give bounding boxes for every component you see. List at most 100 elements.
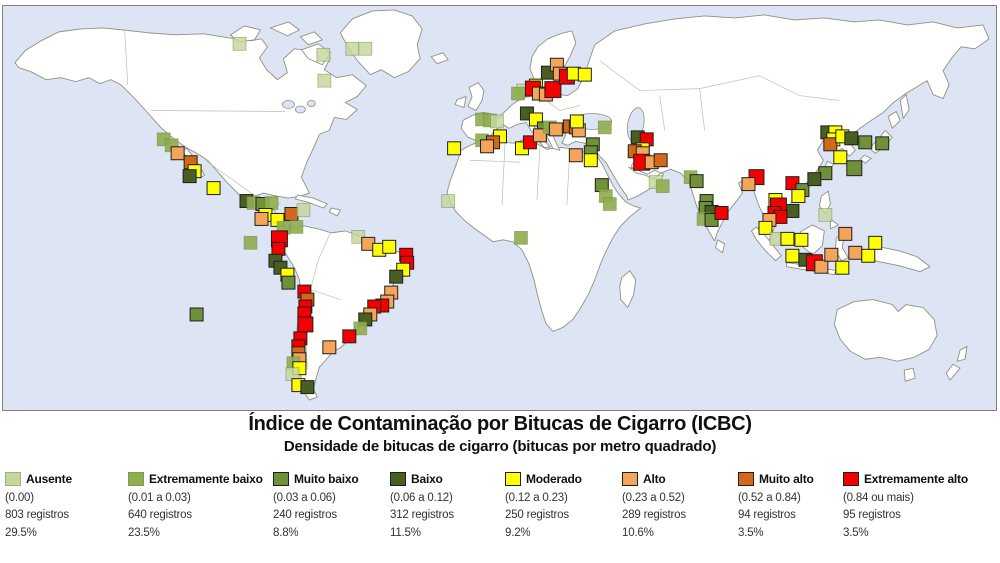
map-marker-extremamente-baixo [602, 197, 617, 211]
legend-item-header: Baixo [390, 471, 454, 486]
map-marker-moderado [868, 235, 883, 250]
continent-africa [446, 136, 642, 332]
map-marker-muito-baixo [689, 174, 704, 189]
new-zealand [945, 345, 968, 381]
tasmania [903, 367, 916, 382]
map-marker-muito-baixo [189, 307, 204, 322]
map-marker-alto [824, 247, 839, 262]
map-marker-alto [568, 148, 583, 163]
sumatra [751, 226, 782, 262]
legend-percent: 3.5% [843, 526, 869, 539]
legend-percent: 8.8% [273, 526, 299, 539]
map-marker-muito-alto [823, 137, 838, 152]
map-marker-ausente [296, 203, 311, 217]
legend-item-1: Extremamente baixo (0.01 a 0.03) 640 regis… [128, 471, 263, 539]
legend-percent: 3.5% [738, 526, 764, 539]
legend-range: (0.01 a 0.03) [128, 491, 191, 504]
map-marker-moderado [447, 141, 462, 156]
map-marker-moderado [835, 260, 850, 275]
legend-swatch [5, 471, 21, 486]
legend-records: 95 registros [843, 509, 901, 521]
hispaniola [328, 207, 341, 217]
legend-swatch [738, 471, 754, 486]
map-marker-ausente [317, 73, 332, 88]
map-marker-muito-alto [284, 207, 299, 221]
map-marker-alto [254, 211, 269, 226]
arctic-islands [230, 21, 331, 66]
map-marker-baixo [300, 380, 315, 395]
legend-name: Muito baixo [294, 471, 359, 486]
legend-name: Ausente [26, 471, 72, 486]
great-lakes [295, 105, 306, 114]
legend-records: 94 registros [738, 509, 796, 521]
sakhalin [899, 94, 910, 119]
map-marker-muito-baixo [846, 160, 863, 177]
great-britain [467, 82, 485, 111]
map-marker-moderado [780, 231, 795, 246]
great-lakes [306, 100, 316, 107]
map-marker-moderado [785, 248, 800, 263]
legend-swatch [843, 471, 859, 486]
density-markers [156, 36, 890, 395]
legend-item-0: Ausente (0.00) 803 registros 29.5% [5, 471, 72, 539]
map-marker-extremamente-baixo [511, 86, 525, 101]
map-marker-muito-alto [653, 153, 668, 168]
map-marker-extremamente-alto [297, 316, 314, 333]
map-marker-moderado [758, 220, 773, 235]
map-marker-alto [480, 139, 495, 154]
map-marker-extremamente-alto [714, 206, 729, 220]
legend-records: 640 registros [128, 509, 192, 521]
legend-range: (0.84 ou mais) [843, 491, 914, 504]
madagascar [619, 270, 637, 308]
world-map-frame [2, 5, 997, 411]
legend-records: 803 registros [5, 509, 69, 521]
map-marker-alto [548, 122, 563, 137]
map-marker-extremamente-baixo [243, 235, 258, 250]
map-marker-alto [838, 226, 853, 241]
legend-percent: 10.6% [622, 526, 654, 539]
map-marker-extremamente-baixo [264, 196, 279, 210]
legend-swatch [128, 471, 144, 486]
legend-range: (0.12 a 0.23) [505, 491, 568, 504]
map-marker-ausente [358, 41, 373, 56]
map-marker-alto [814, 259, 829, 274]
continent-north-america [14, 27, 367, 228]
map-marker-moderado [791, 189, 806, 204]
map-marker-moderado [833, 150, 848, 165]
map-marker-ausente [316, 47, 331, 62]
legend-name: Muito alto [759, 471, 814, 486]
australia [833, 299, 938, 362]
map-marker-extremamente-alto [342, 329, 357, 344]
map-marker-baixo [389, 269, 404, 284]
legend-percent: 11.5% [390, 526, 421, 539]
map-marker-ausente [818, 208, 833, 222]
legend-item-2: Muito baixo (0.03 a 0.06) 240 registros 8.8… [273, 471, 359, 539]
map-marker-extremamente-baixo [655, 179, 670, 193]
legend-item-4: Moderado (0.12 a 0.23) 250 registros 9.2% [505, 471, 582, 539]
map-marker-ausente [441, 194, 455, 208]
map-marker-muito-baixo [281, 275, 296, 290]
legend-item-header: Ausente [5, 471, 72, 486]
legend-name: Moderado [526, 471, 582, 486]
legend-name: Alto [643, 471, 666, 486]
legend-name: Extremamente alto [864, 471, 968, 486]
legend-percent: 29.5% [5, 526, 37, 539]
legend-range: (0.52 a 0.84) [738, 491, 801, 504]
legend-item-6: Muito alto (0.52 a 0.84) 94 registros 3.5% [738, 471, 814, 539]
legend-records: 312 registros [390, 509, 454, 521]
map-marker-extremamente-alto [271, 241, 286, 256]
map-marker-moderado [206, 181, 221, 196]
map-marker-extremamente-alto [544, 81, 562, 99]
map-marker-extremamente-baixo [514, 230, 528, 245]
legend-name: Extremamente baixo [149, 471, 263, 486]
map-marker-moderado [861, 248, 876, 263]
legend-item-header: Moderado [505, 471, 582, 486]
map-marker-extremamente-baixo [597, 120, 612, 135]
map-marker-baixo [807, 172, 822, 187]
cuba [294, 194, 328, 209]
legend-swatch [505, 471, 521, 486]
map-marker-baixo [785, 204, 800, 218]
map-marker-baixo [182, 169, 197, 184]
legend-range: (0.00) [5, 491, 34, 504]
map-marker-moderado [382, 239, 397, 254]
